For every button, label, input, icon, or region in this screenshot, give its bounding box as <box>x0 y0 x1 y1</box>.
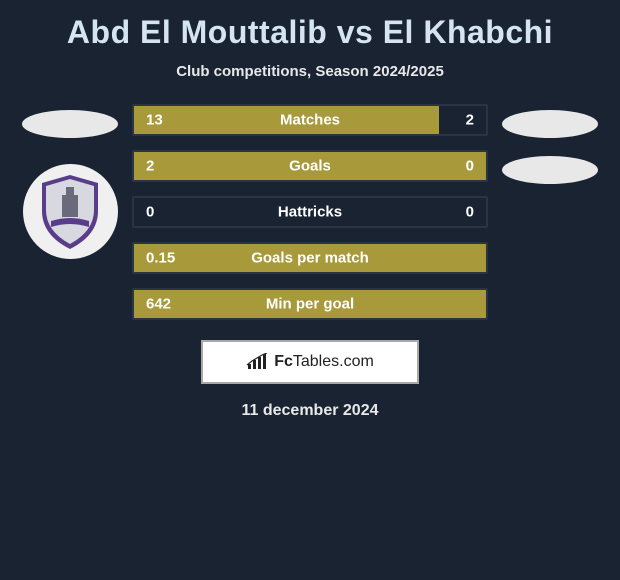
chart-icon <box>246 353 268 371</box>
brand-text: FcTables.com <box>274 353 374 371</box>
stat-left-value: 642 <box>146 296 171 313</box>
player-right-avatar-placeholder <box>502 110 598 138</box>
stat-label: Matches <box>280 112 340 129</box>
player-left-avatar-placeholder <box>22 110 118 138</box>
stat-right-value: 0 <box>466 204 474 221</box>
player-left-col <box>20 104 120 259</box>
comparison-card: Abd El Mouttalib vs El Khabchi Club comp… <box>0 0 620 430</box>
stat-label: Goals per match <box>251 250 369 267</box>
stat-bar: 13 Matches 2 <box>132 104 488 136</box>
stat-left-value: 2 <box>146 158 154 175</box>
page-subtitle: Club competitions, Season 2024/2025 <box>20 63 600 80</box>
page-title: Abd El Mouttalib vs El Khabchi <box>20 14 600 51</box>
stat-left-value: 0.15 <box>146 250 175 267</box>
brand-suffix: Tables.com <box>293 353 374 370</box>
stat-bar: 0 Hattricks 0 <box>132 196 488 228</box>
stat-label: Hattricks <box>278 204 342 221</box>
stats-bars: 13 Matches 2 2 Goals 0 0 Hattricks 0 0.1… <box>132 104 488 320</box>
report-date: 11 december 2024 <box>20 402 600 420</box>
player-left-club-badge <box>23 164 118 259</box>
stat-right-value: 0 <box>466 158 474 175</box>
stat-bar: 642 Min per goal <box>132 288 488 320</box>
player-right-col <box>500 104 600 184</box>
stat-label: Goals <box>289 158 331 175</box>
main-row: 13 Matches 2 2 Goals 0 0 Hattricks 0 0.1… <box>20 104 600 320</box>
brand-box: FcTables.com <box>201 340 419 384</box>
stat-bar: 2 Goals 0 <box>132 150 488 182</box>
stat-bar: 0.15 Goals per match <box>132 242 488 274</box>
brand-prefix: Fc <box>274 353 293 370</box>
stat-right-value: 2 <box>466 112 474 129</box>
stat-left-value: 0 <box>146 204 154 221</box>
stat-label: Min per goal <box>266 296 354 313</box>
shield-icon <box>36 173 104 251</box>
player-right-club-placeholder <box>502 156 598 184</box>
stat-left-value: 13 <box>146 112 163 129</box>
